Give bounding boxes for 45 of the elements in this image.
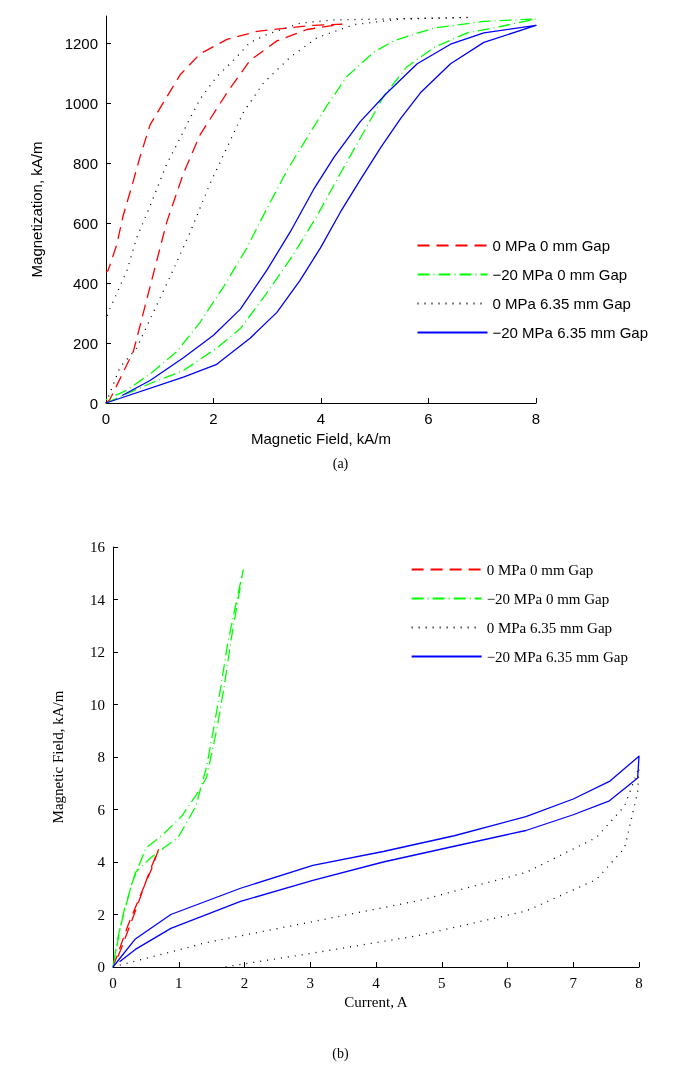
y-tick-label: 0 (89, 394, 98, 412)
line-series (105, 23, 343, 404)
x-tick-label: 4 (316, 410, 326, 427)
x-tick-label: 0 (109, 974, 117, 991)
x-tick-label: 1 (175, 974, 183, 991)
y-tick-label: 0 (97, 959, 105, 975)
y-tick-label: 10 (90, 696, 105, 713)
y-tick-label: 600 (72, 214, 98, 232)
legend-label: −20 MPa 6.35 mm Gap (492, 324, 649, 341)
y-tick-label: 12 (90, 644, 105, 660)
y-tick-label: 2 (97, 906, 105, 923)
y-tick-label: 400 (72, 274, 98, 292)
x-tick-label: 7 (569, 974, 578, 991)
x-tick-label: 2 (240, 974, 249, 991)
y-tick-label: 200 (72, 334, 98, 352)
x-tick-label: 4 (372, 974, 381, 991)
x-tick-label: 3 (306, 974, 314, 991)
y-tick-label: 14 (90, 591, 106, 608)
legend-label: 0 MPa 0 mm Gap (492, 237, 611, 254)
x-tick-label: 2 (209, 410, 218, 427)
legend-label: −20 MPa 6.35 mm Gap (486, 648, 628, 665)
x-tick-label: 6 (503, 974, 512, 991)
text: (b) (332, 1045, 349, 1062)
line-series (112, 569, 244, 968)
y-axis-title: Magnetic Field, kA/m (49, 690, 66, 824)
y-tick-label: 4 (97, 854, 106, 870)
legend-label: 0 MPa 0 mm Gap (486, 561, 594, 578)
y-axis-title: Magnetization, kA/m (28, 141, 45, 278)
y-tick-label: 8 (97, 749, 105, 765)
x-tick-label: 6 (424, 410, 433, 427)
legend-label: 0 MPa 6.35 mm Gap (486, 619, 613, 636)
x-tick-label: 8 (531, 410, 541, 427)
y-tick-label: 1000 (64, 94, 98, 112)
x-tick-label: 5 (438, 974, 446, 991)
x-axis-title: Magnetic Field, kA/m (250, 429, 392, 447)
legend-label: −20 MPa 0 mm Gap (486, 590, 610, 607)
legend-label: −20 MPa 0 mm Gap (492, 266, 628, 283)
y-tick-label: 1200 (64, 34, 98, 52)
legend-label: 0 MPa 6.35 mm Gap (492, 295, 631, 312)
y-tick-label: 6 (97, 801, 106, 818)
y-tick-label: 16 (90, 539, 106, 555)
y-tick-label: 800 (72, 154, 98, 172)
text: (a) (332, 455, 349, 472)
x-tick-label: 8 (635, 974, 643, 991)
x-axis-title: Current, A (344, 994, 408, 1011)
